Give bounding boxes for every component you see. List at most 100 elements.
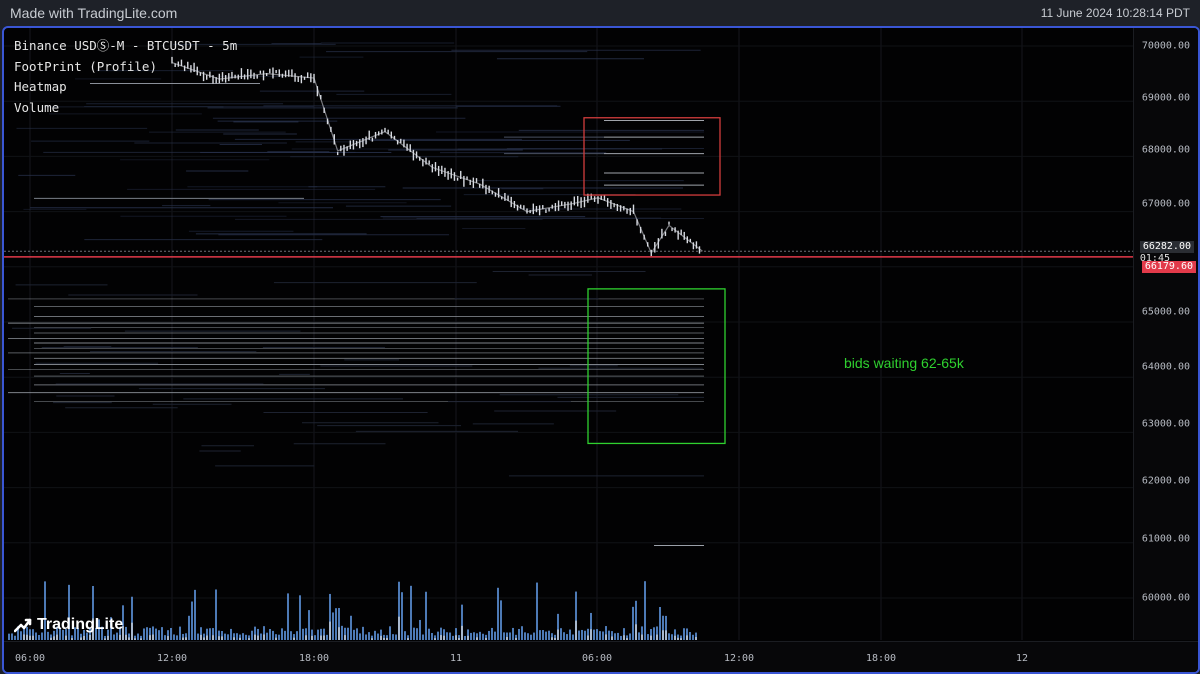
layer-footprint[interactable]: FootPrint (Profile) <box>14 58 157 74</box>
volume-bar-sell <box>407 638 409 640</box>
volume-bar <box>617 632 619 640</box>
volume-bar <box>161 627 163 640</box>
volume-bar <box>164 635 166 640</box>
volume-bar <box>440 627 442 640</box>
volume-bar-sell <box>122 626 124 640</box>
volume-bar-sell <box>263 634 265 640</box>
volume-bar-sell <box>125 634 127 640</box>
volume-bar-sell <box>575 620 577 640</box>
volume-bar <box>374 630 376 640</box>
volume-bar <box>389 626 391 640</box>
volume-bar-sell <box>458 638 460 640</box>
volume-bar <box>488 630 490 640</box>
volume-bar-sell <box>551 637 553 640</box>
volume-bar <box>533 632 535 640</box>
volume-bar <box>689 632 691 640</box>
volume-bar <box>230 628 232 640</box>
volume-bar <box>92 585 94 640</box>
volume-bar <box>620 635 622 640</box>
volume-bar-sell <box>398 616 400 640</box>
volume-bar <box>104 635 106 640</box>
volume-bar <box>131 596 133 640</box>
volume-bar-sell <box>605 634 607 640</box>
volume-bar <box>329 593 331 640</box>
volume-bar <box>491 627 493 640</box>
volume-bar-sell <box>467 635 469 640</box>
volume-bar-sell <box>131 622 133 640</box>
layer-volume[interactable]: Volume <box>14 99 60 115</box>
volume-bar <box>548 630 550 640</box>
volume-bar <box>473 632 475 640</box>
volume-bar <box>692 634 694 640</box>
volume-bar-sell <box>635 624 637 640</box>
volume-bar-sell <box>485 637 487 640</box>
volume-bar <box>215 589 217 640</box>
volume-bar <box>47 631 49 640</box>
volume-bar <box>59 627 61 640</box>
volume-bar <box>179 626 181 640</box>
time-axis[interactable]: 06:00 12:00 18:00 11 06:00 12:00 18:00 1… <box>4 641 1198 672</box>
price-axis[interactable]: 70000.00 69000.00 68000.00 67000.00 6500… <box>1133 28 1198 640</box>
volume-bar <box>587 628 589 640</box>
volume-bar <box>113 634 115 640</box>
volume-bar-sell <box>152 634 154 640</box>
volume-bar <box>680 635 682 640</box>
volume-bar <box>56 626 58 640</box>
volume-bar <box>398 581 400 640</box>
volume-bar <box>251 630 253 640</box>
volume-bar <box>659 606 661 640</box>
volume-bar <box>563 632 565 640</box>
volume-bar <box>629 633 631 640</box>
volume-bar <box>284 630 286 640</box>
volume-bar-sell <box>440 635 442 640</box>
volume-bar-sell <box>506 637 508 640</box>
time-tick: 06:00 <box>581 653 613 664</box>
volume-bar <box>362 626 364 640</box>
chart-canvas[interactable] <box>4 28 1134 640</box>
volume-bar <box>347 627 349 640</box>
volume-bar <box>518 628 520 640</box>
volume-bar-sell <box>515 637 517 640</box>
volume-bar <box>425 591 427 640</box>
volume-bar <box>536 582 538 640</box>
volume-bar-sell <box>380 635 382 640</box>
volume-bar <box>470 632 472 640</box>
chart-frame[interactable]: Binance USDⓈ-M - BTCUSDT - 5m FootPrint … <box>2 26 1200 674</box>
volume-bar <box>419 619 421 640</box>
volume-bar-sell <box>212 635 214 640</box>
volume-bar <box>632 606 634 640</box>
volume-bar <box>341 625 343 640</box>
price-tick: 61000.00 <box>1141 533 1190 545</box>
volume-bar-sell <box>83 635 85 640</box>
symbol-label[interactable]: Binance USDⓈ-M - BTCUSDT - 5m <box>14 38 238 53</box>
layer-heatmap[interactable]: Heatmap <box>14 79 67 94</box>
volume-bar <box>290 631 292 640</box>
volume-bar <box>365 634 367 640</box>
volume-bar <box>116 632 118 640</box>
volume-bar <box>500 600 502 640</box>
volume-bar <box>101 626 103 640</box>
red-line-price-label: 66179.60 <box>1141 261 1196 273</box>
volume-bar <box>89 627 91 640</box>
volume-bar <box>605 626 607 640</box>
volume-bar <box>527 633 529 640</box>
volume-bar <box>32 629 34 640</box>
volume-bar <box>8 633 10 640</box>
volume-bar <box>170 627 172 640</box>
volume-bar-sell <box>26 634 28 640</box>
volume-bar <box>149 627 151 640</box>
price-tick: 69000.00 <box>1141 92 1190 104</box>
bid-annotation-text[interactable]: bids waiting 62-65k <box>844 355 964 371</box>
volume-bar-sell <box>167 636 169 640</box>
volume-bar <box>317 629 319 640</box>
volume-bar <box>482 633 484 640</box>
volume-bar <box>200 627 202 640</box>
volume-bar <box>332 612 334 640</box>
volume-bar <box>137 633 139 640</box>
volume-bar <box>485 634 487 640</box>
volume-bar-sell <box>89 634 91 640</box>
volume-bar-sell <box>695 637 697 640</box>
volume-bar <box>560 628 562 640</box>
volume-bar <box>449 632 451 640</box>
made-with-label: Made with TradingLite.com <box>10 5 178 21</box>
